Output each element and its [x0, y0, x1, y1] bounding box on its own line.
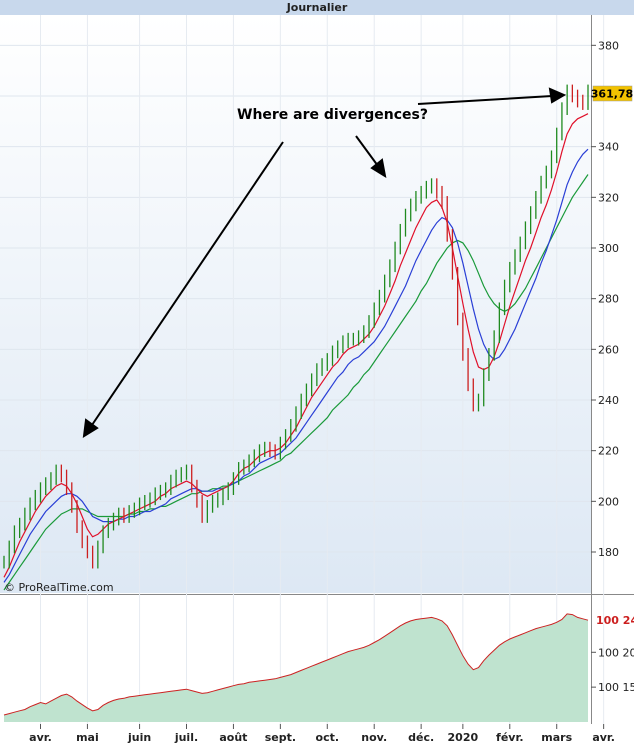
arrow-head-april-high [82, 418, 99, 438]
time-tick-label: févr. [496, 731, 523, 744]
ma-blue-line [3, 148, 589, 583]
volume-axis-ticks: 100 150 100 200 [591, 646, 634, 694]
volume-line [3, 613, 589, 716]
price-tick-label: 240 [598, 394, 619, 407]
annotation-text: Where are divergences? [237, 107, 428, 123]
time-tick-label: oct. [316, 731, 340, 744]
arrow-to-feb-high [355, 135, 379, 167]
last-volume-value: 100 246 [596, 614, 634, 627]
volume-tick-label: 100 200 [598, 646, 634, 659]
annotation-arrows [82, 87, 567, 438]
time-tick-label: sept. [265, 731, 296, 744]
time-tick-label: avr. [592, 731, 615, 744]
price-tick-label: 280 [598, 293, 619, 306]
price-panel-background [0, 15, 591, 593]
title-bar [0, 0, 634, 15]
price-tick-label: 180 [598, 546, 619, 559]
time-tick-label: déc. [408, 731, 434, 744]
price-tick-label: 300 [598, 242, 619, 255]
price-tick-label: 380 [598, 39, 619, 52]
price-tick-label: 340 [598, 141, 619, 154]
arrow-to-april-high [91, 141, 284, 426]
time-tick-label: juin [127, 731, 151, 744]
last-price-value: 361,78 [591, 88, 633, 101]
price-axis-ticks: 180200220240260280300320340360380 [591, 39, 619, 559]
last-volume-tag: 100 246 [596, 614, 634, 627]
last-price-tag: 361,78 [591, 85, 633, 102]
time-tick-label: 2020 [448, 731, 479, 744]
price-tick-label: 260 [598, 343, 619, 356]
arrow-head-latest-high [548, 87, 567, 104]
price-tick-label: 220 [598, 445, 619, 458]
time-tick-label: nov. [361, 731, 387, 744]
volume-fill [4, 613, 588, 722]
time-axis-ticks: avr. mai juin juil. août sept. oct. nov. déc. 202… [29, 724, 615, 744]
time-tick-label: août [219, 731, 247, 744]
arrow-head-feb-high [370, 158, 387, 179]
time-tick-label: juil. [174, 731, 198, 744]
credit-text: © ProRealTime.com [4, 581, 114, 594]
volume-tick-label: 100 150 [598, 681, 634, 694]
price-tick-label: 320 [598, 191, 619, 204]
ma-green-line [3, 174, 589, 591]
time-tick-label: mars [541, 731, 572, 744]
last-price-tag-box [592, 85, 633, 102]
volume-area [3, 613, 589, 722]
price-bars [3, 84, 589, 569]
chart-title: Journalier [286, 1, 348, 14]
arrow-to-latest-high [417, 95, 553, 105]
time-tick-label: mai [76, 731, 99, 744]
time-tick-label: avr. [29, 731, 52, 744]
price-tick-label: 200 [598, 495, 619, 508]
